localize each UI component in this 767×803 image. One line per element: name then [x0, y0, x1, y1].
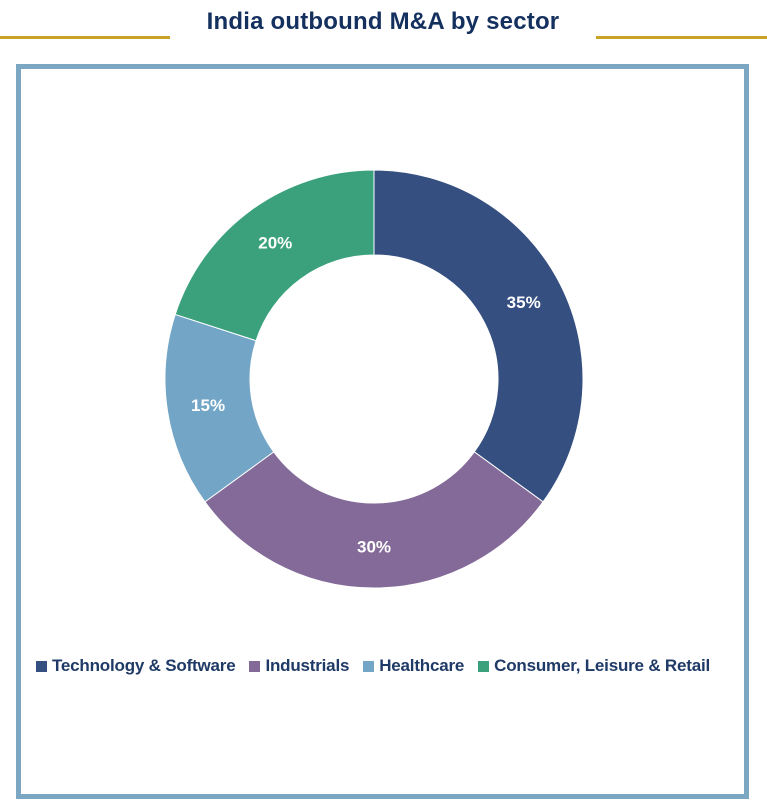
- slice-label-consumer-leisure-retail: 20%: [258, 234, 292, 253]
- legend-item-consumer-leisure-retail: Consumer, Leisure & Retail: [478, 656, 710, 676]
- title-rule-right: [596, 36, 767, 39]
- legend-label-technology-software: Technology & Software: [52, 656, 236, 675]
- title-rule-left: [0, 36, 170, 39]
- legend-swatch-technology-software: [36, 660, 47, 672]
- legend-swatch-industrials: [249, 660, 261, 672]
- title-box: India outbound M&A by sector: [170, 2, 596, 42]
- slice-label-technology-software: 35%: [507, 293, 541, 312]
- legend-swatch-healthcare: [363, 660, 375, 672]
- legend-item-healthcare: Healthcare: [363, 656, 464, 676]
- legend-label-healthcare: Healthcare: [379, 656, 465, 675]
- legend-swatch-consumer-leisure-retail: [478, 660, 490, 672]
- legend: Technology & Software Industrials Health…: [36, 656, 746, 676]
- legend-label-consumer-leisure-retail: Consumer, Leisure & Retail: [494, 656, 711, 675]
- slice-industrials: [204, 451, 544, 589]
- legend-item-technology-software: Technology & Software: [36, 656, 236, 676]
- slice-label-healthcare: 15%: [191, 396, 225, 415]
- slice-label-industrials: 30%: [357, 538, 391, 557]
- legend-label-industrials: Industrials: [265, 656, 350, 675]
- slice-technology-software: [373, 169, 584, 503]
- chart-title: India outbound M&A by sector: [206, 8, 560, 35]
- slice-consumer-leisure-retail: [174, 169, 375, 342]
- legend-item-industrials: Industrials: [249, 656, 349, 676]
